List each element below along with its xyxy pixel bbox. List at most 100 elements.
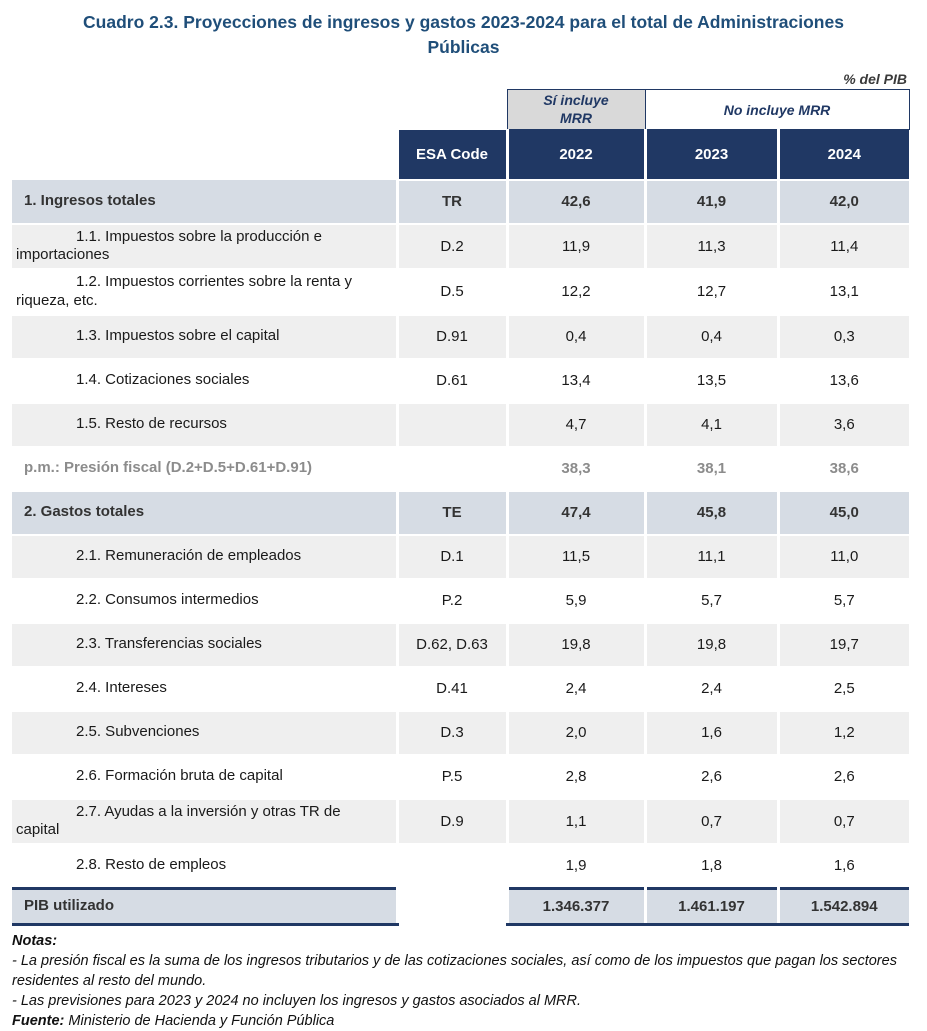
- row-esa-code: [395, 844, 507, 889]
- row-esa-code: D.9: [395, 798, 507, 845]
- source-text: Ministerio de Hacienda y Función Pública: [64, 1012, 335, 1029]
- row-value-2022: 2,4: [505, 666, 645, 712]
- row-value-2022: 2,0: [505, 710, 645, 756]
- header-esa-code: ESA Code: [395, 129, 507, 181]
- row-label: 2.4. Intereses: [12, 666, 397, 712]
- row-label: PIB utilizado: [12, 886, 397, 926]
- row-value-2024: 3,6: [776, 402, 910, 448]
- row-label: 1.1. Impuestos sobre la producción e imp…: [12, 223, 397, 270]
- notes-heading: Notas:: [12, 932, 58, 949]
- row-value-2024: 11,4: [776, 223, 910, 270]
- row-value-2023: 2,4: [643, 666, 778, 712]
- row-value-2022: 1,9: [505, 844, 645, 889]
- table-row-ayudas-inversion: 2.7. Ayudas a la inversión y otras TR de…: [12, 798, 910, 845]
- row-value-2023: 0,4: [643, 314, 778, 360]
- row-esa-code: D.41: [395, 666, 507, 712]
- row-label: 2.2. Consumos intermedios: [12, 578, 397, 624]
- row-value-2024: 1.542.894: [776, 886, 910, 926]
- row-value-2022: 11,5: [505, 534, 645, 580]
- row-value-2024: 2,6: [776, 754, 910, 800]
- row-esa-code: D.5: [395, 269, 507, 316]
- row-value-2022: 1,1: [505, 798, 645, 845]
- row-value-2023: 12,7: [643, 269, 778, 316]
- row-value-2024: 38,6: [776, 446, 910, 492]
- row-esa-code: D.1: [395, 534, 507, 580]
- row-value-2022: 12,2: [505, 269, 645, 316]
- table-row-formacion-bruta-capital: 2.6. Formación bruta de capital P.5 2,8 …: [12, 754, 910, 800]
- row-label: 2.8. Resto de empleos: [12, 844, 397, 889]
- header-mrr-excluded: No incluye MRR: [644, 89, 910, 130]
- row-value-2023: 38,1: [643, 446, 778, 492]
- header-year-2022: 2022: [505, 129, 645, 181]
- row-value-2023: 1.461.197: [643, 886, 778, 926]
- row-value-2024: 2,5: [776, 666, 910, 712]
- row-value-2024: 13,1: [776, 269, 910, 316]
- row-value-2022: 0,4: [505, 314, 645, 360]
- table-row-remuneracion-empleados: 2.1. Remuneración de empleados D.1 11,5 …: [12, 534, 910, 580]
- note-presion-fiscal: - La presión fiscal es la suma de los in…: [12, 952, 897, 989]
- row-label: 1.5. Resto de recursos: [12, 402, 397, 448]
- source-label: Fuente:: [12, 1012, 65, 1029]
- row-esa-code: [395, 888, 507, 924]
- row-value-2022: 2,8: [505, 754, 645, 800]
- table-row-ingresos-totales: 1. Ingresos totales TR 42,6 41,9 42,0: [12, 179, 910, 225]
- table-row-subvenciones: 2.5. Subvenciones D.3 2,0 1,6 1,2: [12, 710, 910, 756]
- row-value-2022: 1.346.377: [505, 886, 645, 926]
- table-row-consumos-intermedios: 2.2. Consumos intermedios P.2 5,9 5,7 5,…: [12, 578, 910, 624]
- notes-section: Notas: - La presión fiscal es la suma de…: [12, 931, 915, 1031]
- row-esa-code: P.5: [395, 754, 507, 800]
- row-value-2022: 11,9: [505, 223, 645, 270]
- header-year-2024: 2024: [776, 129, 910, 181]
- row-value-2024: 1,6: [776, 844, 910, 889]
- row-value-2022: 13,4: [505, 358, 645, 404]
- row-esa-code: D.61: [395, 358, 507, 404]
- row-esa-code: P.2: [395, 578, 507, 624]
- header-group-row: Sí incluye MRR No incluye MRR: [12, 89, 910, 130]
- table-row-transferencias-sociales: 2.3. Transferencias sociales D.62, D.63 …: [12, 622, 910, 668]
- row-label: 2.1. Remuneración de empleados: [12, 534, 397, 580]
- table-row-impuestos-produccion: 1.1. Impuestos sobre la producción e imp…: [12, 223, 910, 270]
- header-mrr-included: Sí incluye MRR: [506, 89, 646, 130]
- row-label: 2.5. Subvenciones: [12, 710, 397, 756]
- row-esa-code: D.62, D.63: [395, 622, 507, 668]
- row-value-2023: 13,5: [643, 358, 778, 404]
- row-value-2023: 4,1: [643, 402, 778, 448]
- table-row-cotizaciones-sociales: 1.4. Cotizaciones sociales D.61 13,4 13,…: [12, 358, 910, 404]
- row-value-2022: 38,3: [505, 446, 645, 492]
- row-value-2023: 19,8: [643, 622, 778, 668]
- row-value-2023: 45,8: [643, 490, 778, 536]
- row-value-2024: 11,0: [776, 534, 910, 580]
- row-label: 1.4. Cotizaciones sociales: [12, 358, 397, 404]
- row-value-2024: 19,7: [776, 622, 910, 668]
- row-value-2024: 5,7: [776, 578, 910, 624]
- table-row-pib-utilizado: PIB utilizado 1.346.377 1.461.197 1.542.…: [12, 886, 910, 926]
- note-previsiones-mrr: - Las previsiones para 2023 y 2024 no in…: [12, 992, 582, 1009]
- row-esa-code: D.91: [395, 314, 507, 360]
- row-value-2023: 11,1: [643, 534, 778, 580]
- header-blank-cell: [12, 89, 507, 130]
- table-row-presion-fiscal: p.m.: Presión fiscal (D.2+D.5+D.61+D.91)…: [12, 446, 910, 492]
- row-value-2024: 0,3: [776, 314, 910, 360]
- row-label: 2.6. Formación bruta de capital: [12, 754, 397, 800]
- row-value-2023: 41,9: [643, 179, 778, 225]
- column-header-row: ESA Code 2022 2023 2024: [12, 129, 910, 181]
- row-value-2022: 47,4: [505, 490, 645, 536]
- row-label: 2.7. Ayudas a la inversión y otras TR de…: [12, 798, 397, 845]
- row-value-2024: 45,0: [776, 490, 910, 536]
- source-line: Fuente: Ministerio de Hacienda y Función…: [12, 1011, 915, 1031]
- row-value-2023: 1,6: [643, 710, 778, 756]
- row-esa-code: [395, 402, 507, 448]
- table-row-impuestos-corrientes: 1.2. Impuestos corrientes sobre la renta…: [12, 269, 910, 316]
- table-row-resto-empleos: 2.8. Resto de empleos 1,9 1,8 1,6: [12, 844, 910, 889]
- row-value-2023: 0,7: [643, 798, 778, 845]
- table-title: Cuadro 2.3. Proyecciones de ingresos y g…: [83, 12, 844, 57]
- row-label: p.m.: Presión fiscal (D.2+D.5+D.61+D.91): [12, 446, 397, 492]
- row-value-2022: 42,6: [505, 179, 645, 225]
- unit-label: % del PIB: [843, 71, 907, 87]
- row-value-2022: 19,8: [505, 622, 645, 668]
- row-value-2022: 5,9: [505, 578, 645, 624]
- row-label: 1.3. Impuestos sobre el capital: [12, 314, 397, 360]
- row-value-2023: 11,3: [643, 223, 778, 270]
- row-label: 2. Gastos totales: [12, 490, 397, 536]
